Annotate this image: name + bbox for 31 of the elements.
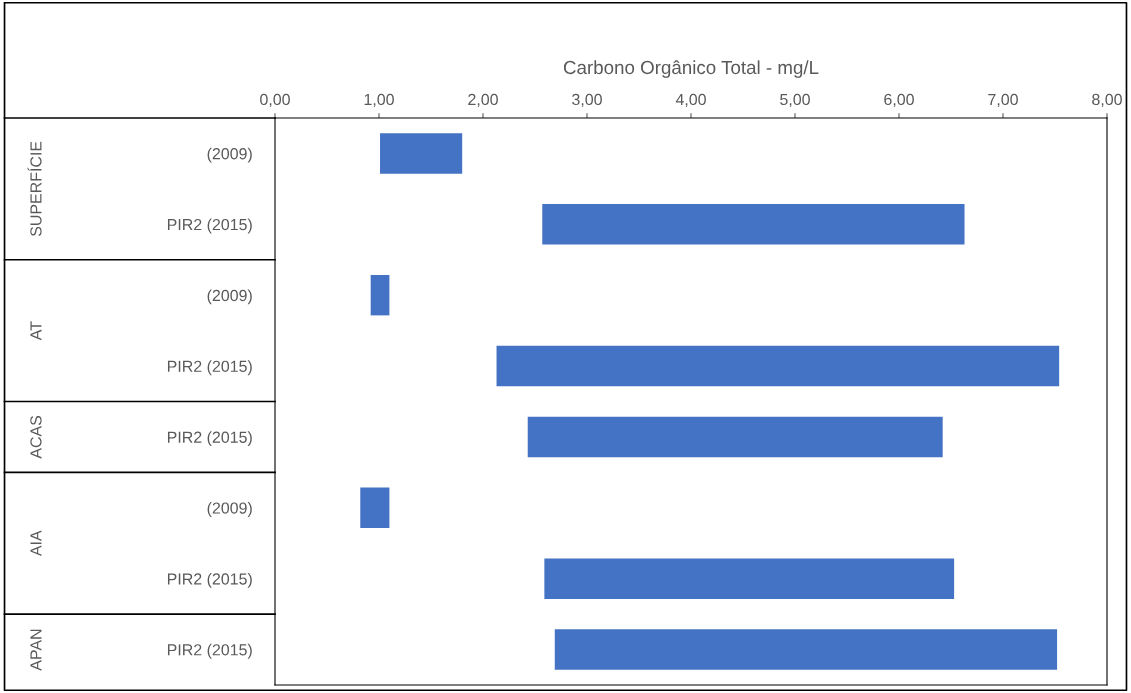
text: ACAS <box>30 415 42 459</box>
x-axis-title: Carbono Orgânico Total - mg/L <box>563 60 819 78</box>
text: AT <box>30 321 42 341</box>
x-tick-label: 3,00 <box>572 93 602 108</box>
bar <box>370 274 390 316</box>
x-tick-label: 2,00 <box>468 93 498 108</box>
y-tick-label: PIR2 (2015) <box>167 218 252 234</box>
text: AIA <box>30 530 42 557</box>
bar <box>380 133 463 174</box>
y-tick-label: PIR2 (2015) <box>167 360 252 376</box>
y-tick-label: (2009) <box>207 502 252 517</box>
x-tick-label: 8,00 <box>1092 93 1122 108</box>
x-tick-label: 0,00 <box>260 93 290 108</box>
bar <box>542 204 965 245</box>
bar <box>554 629 1058 670</box>
text: APAN <box>30 629 42 671</box>
x-tick-label: 5,00 <box>780 93 810 108</box>
x-tick-label: 4,00 <box>675 93 706 108</box>
x-tick-label: 6,00 <box>884 93 914 108</box>
x-tick-label: 7,00 <box>988 93 1018 108</box>
bar <box>360 487 390 529</box>
bar <box>544 558 955 599</box>
text: SUPERFÍCIE <box>27 141 42 237</box>
y-tick-label: PIR2 (2015) <box>167 643 252 659</box>
bar <box>496 345 1060 387</box>
y-tick-label: PIR2 (2015) <box>167 572 252 588</box>
y-tick-label: PIR2 (2015) <box>167 431 252 447</box>
x-tick-label: 1,00 <box>364 93 394 108</box>
bar <box>527 416 943 458</box>
y-tick-label: (2009) <box>207 289 252 305</box>
y-tick-label: (2009) <box>207 147 252 163</box>
